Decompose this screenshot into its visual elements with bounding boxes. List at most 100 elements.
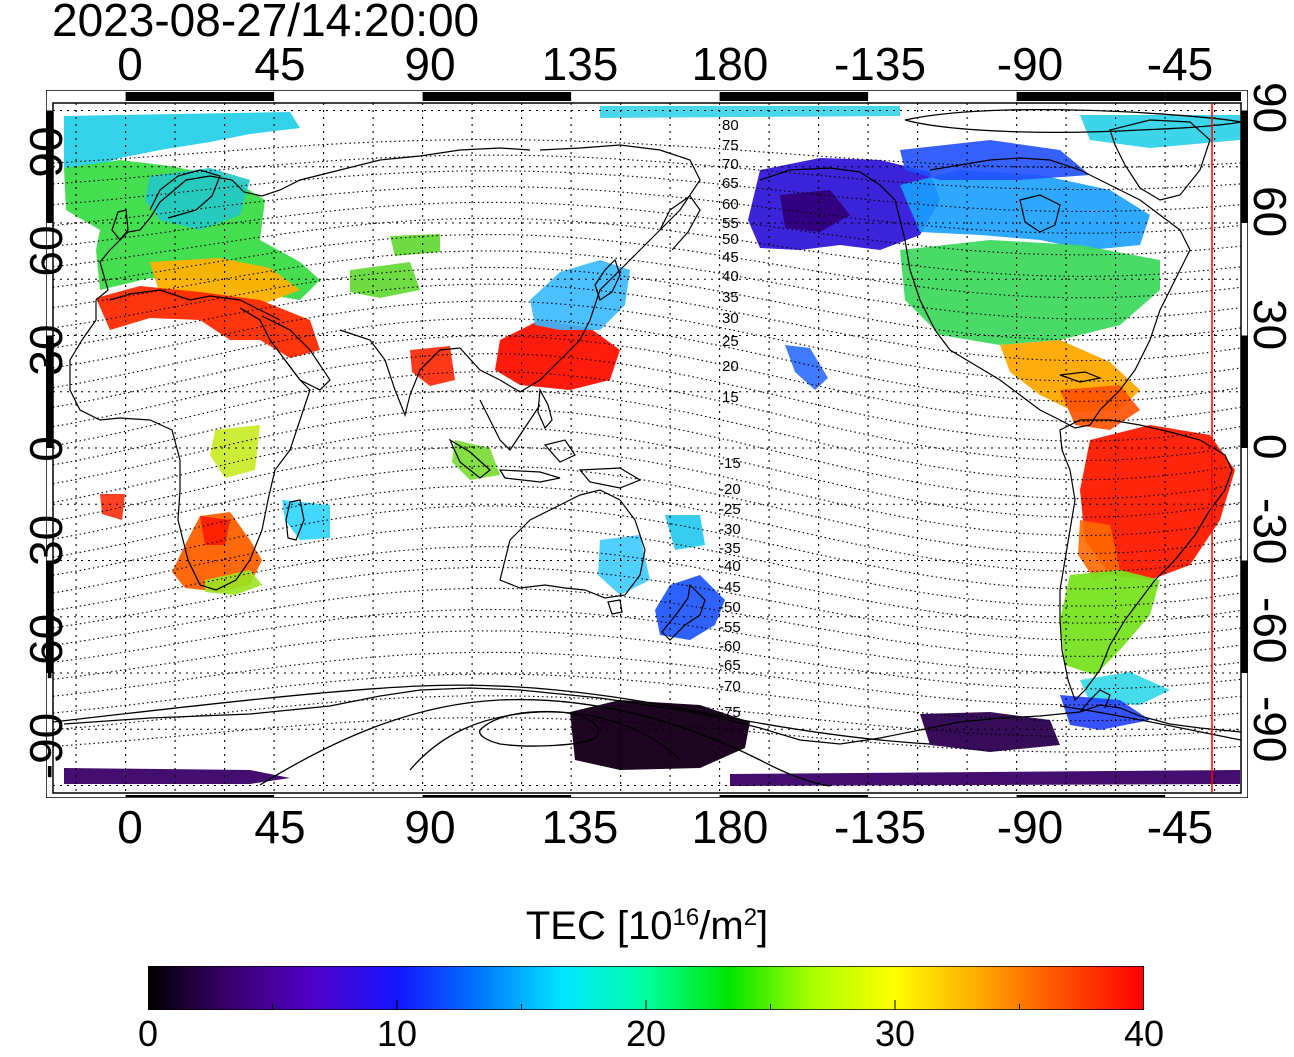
- tec-region-central-asia: [350, 262, 420, 298]
- frame-tick-bar: [719, 795, 869, 797]
- magnetic-latitude-contour: [53, 266, 1241, 341]
- contour-label: -25: [719, 501, 741, 518]
- tec-region-antarctic-peninsula: [1060, 695, 1150, 730]
- tec-region-new-zealand-north: [665, 515, 705, 550]
- coast-new-zealand: [661, 583, 706, 641]
- frame-tick-bar: [46, 110, 53, 223]
- tec-region-hawaii: [785, 345, 828, 390]
- tec-region-north-africa-mideast: [96, 286, 320, 358]
- tec-region-antarctic-rim-west: [64, 768, 290, 784]
- frame-tick-bar: [422, 795, 572, 797]
- contour-label: 25: [722, 333, 739, 350]
- coast-australia: [499, 489, 646, 599]
- tec-region-india: [410, 346, 455, 386]
- tec-region-sumatra: [452, 440, 500, 480]
- contour-label: 75: [722, 137, 739, 154]
- coast-hudson-bay: [1019, 194, 1061, 233]
- magnetic-dip-equator-lines: [53, 108, 1241, 787]
- lon-tick-bottom: 135: [541, 801, 619, 853]
- tec-region-arctic-north: [1080, 115, 1240, 148]
- coast-mediterranean: [109, 289, 281, 321]
- contour-label: 35: [722, 289, 739, 306]
- frame-tick-bar: [1241, 110, 1248, 223]
- tec-region-antarctica: [570, 700, 750, 770]
- colorbar-tick-label: 20: [625, 1013, 667, 1054]
- lon-tick-top: 180: [691, 38, 769, 90]
- lat-tick-right: 60: [1244, 186, 1294, 238]
- lon-tick-top: -90: [996, 38, 1064, 90]
- lat-tick-right: 90: [1244, 82, 1294, 134]
- coast-scandinavia: [149, 169, 221, 219]
- tec-region-madagascar: [282, 500, 330, 540]
- magnetic-latitude-contour: [53, 335, 1241, 422]
- frame-tick-bar: [1165, 92, 1241, 101]
- magnetic-latitude-contour: [53, 139, 1241, 169]
- frame-tick-bar: [1016, 92, 1166, 101]
- magnetic-latitude-contour: [53, 695, 1241, 738]
- colorbar-title-unit: /m: [699, 904, 744, 948]
- solid-contour: [904, 108, 1241, 123]
- lon-tick-bottom: -90: [996, 801, 1064, 853]
- contour-label: 20: [722, 358, 739, 375]
- tec-region-central-america: [1060, 385, 1140, 430]
- magnetic-latitude-contour: [53, 250, 1241, 320]
- coast-madagascar: [285, 499, 305, 541]
- tec-region-west-africa-coast: [100, 494, 125, 520]
- tec-region-china: [495, 320, 620, 390]
- tec-region-canada: [900, 170, 1150, 250]
- frame-tick-bar: [46, 335, 53, 448]
- colorbar-tick-label: 40: [1123, 1013, 1165, 1054]
- contour-label: 40: [722, 268, 739, 285]
- coastlines: [63, 119, 1241, 745]
- coast-indonesia: [448, 438, 576, 483]
- coast-europe: [95, 147, 531, 320]
- tec-region-usa: [900, 240, 1160, 345]
- contour-label: -40: [719, 558, 741, 575]
- lon-tick-bottom: -45: [1146, 801, 1214, 853]
- contour-label: 45: [722, 249, 739, 266]
- tec-region-southern-africa: [172, 512, 262, 592]
- contour-label: -20: [719, 481, 741, 498]
- lat-tick-right: 30: [1244, 299, 1294, 351]
- tec-region-brazil: [1080, 425, 1235, 580]
- coast-japan: [594, 258, 621, 301]
- tec-region-japan-korea: [530, 260, 630, 330]
- contour-label-group: 80 75 70 65 60 55 50 45 40 35 30 25 20 1…: [719, 117, 741, 721]
- coast-tasmania: [607, 599, 623, 615]
- colorbar-tick-label: 30: [874, 1013, 916, 1054]
- tec-world-map: 80 75 70 65 60 55 50 45 40 35 30 25 20 1…: [46, 90, 1248, 798]
- contour-label: 15: [722, 389, 739, 406]
- tec-region-antarctic-rim-south: [920, 712, 1060, 752]
- frame-tick-bar: [125, 795, 275, 797]
- magnetic-latitude-contour: [53, 201, 1241, 256]
- colorbar-title-exponent-2: 2: [743, 904, 758, 931]
- magnetic-latitude-contour: [53, 371, 1241, 462]
- colorbar-title-close: ]: [757, 904, 769, 948]
- map-frame: [46, 90, 1248, 798]
- magnetic-latitude-contour: [53, 566, 1241, 641]
- contour-label: 55: [722, 215, 739, 232]
- lon-tick-top: -45: [1146, 38, 1214, 90]
- coast-africa: [69, 307, 311, 591]
- tec-region-new-zealand: [655, 575, 725, 640]
- tec-region-antarctic-rim-east: [730, 770, 1240, 786]
- magnetic-latitude-contour: [53, 446, 1241, 537]
- frame-tick-bar: [719, 92, 869, 101]
- magnetic-latitude-contour: [53, 587, 1241, 657]
- colorbar-tick-label: 10: [376, 1013, 418, 1054]
- lon-tick-bottom: 180: [691, 801, 769, 853]
- solid-contour: [479, 710, 599, 747]
- coast-cuba: [1059, 371, 1103, 383]
- contour-label: -50: [719, 599, 741, 616]
- contour-label: -45: [719, 579, 741, 596]
- coast-india: [339, 329, 461, 417]
- magnetic-latitude-contour: [53, 389, 1241, 481]
- contour-label: -30: [719, 521, 741, 538]
- frame-tick-bar: [1241, 335, 1248, 448]
- lon-tick-bottom: -135: [833, 801, 927, 853]
- coast-antarctic-peninsula: [1079, 689, 1111, 713]
- contour-label: -75: [719, 704, 741, 721]
- magnetic-latitude-contour: [53, 154, 1241, 191]
- magnetic-latitude-contour: [53, 485, 1241, 572]
- coast-southeast-asia: [479, 399, 541, 451]
